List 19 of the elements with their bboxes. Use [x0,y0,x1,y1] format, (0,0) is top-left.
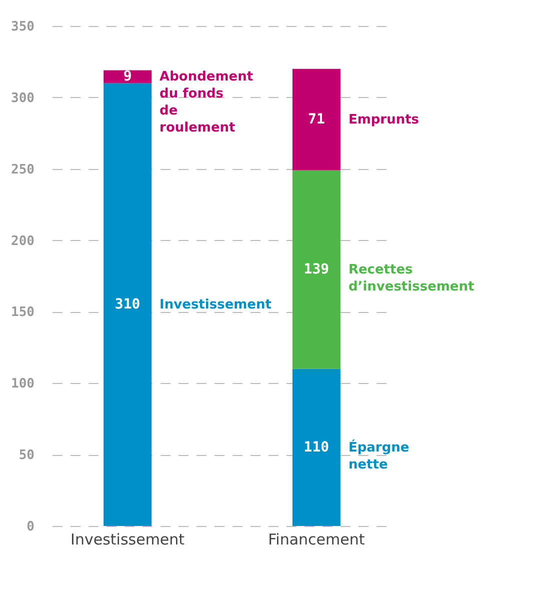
y-tick-label: 50 [18,448,35,464]
data-label: 71 [308,112,325,128]
data-label: 9 [123,68,132,85]
series-label: Emprunts [348,112,420,128]
data-label: 110 [304,439,330,456]
y-tick-label: 100 [11,376,35,392]
y-tick-label: 300 [11,90,35,106]
series-label: Abondement du fonds de roulement [160,70,254,136]
x-tick-label: Financement [268,530,365,548]
data-label: 310 [114,296,140,313]
y-tick-label: 150 [11,305,35,320]
y-tick-label: 0 [26,520,35,534]
series-label: Épargne nette [348,438,410,472]
y-tick-label: 200 [11,234,35,249]
series-label: Investissement [160,298,272,313]
data-label: 139 [304,262,330,278]
y-tick-label: 350 [11,20,35,34]
series-label: Recettes d’investissement [348,262,474,295]
y-tick-label: 250 [11,162,35,178]
